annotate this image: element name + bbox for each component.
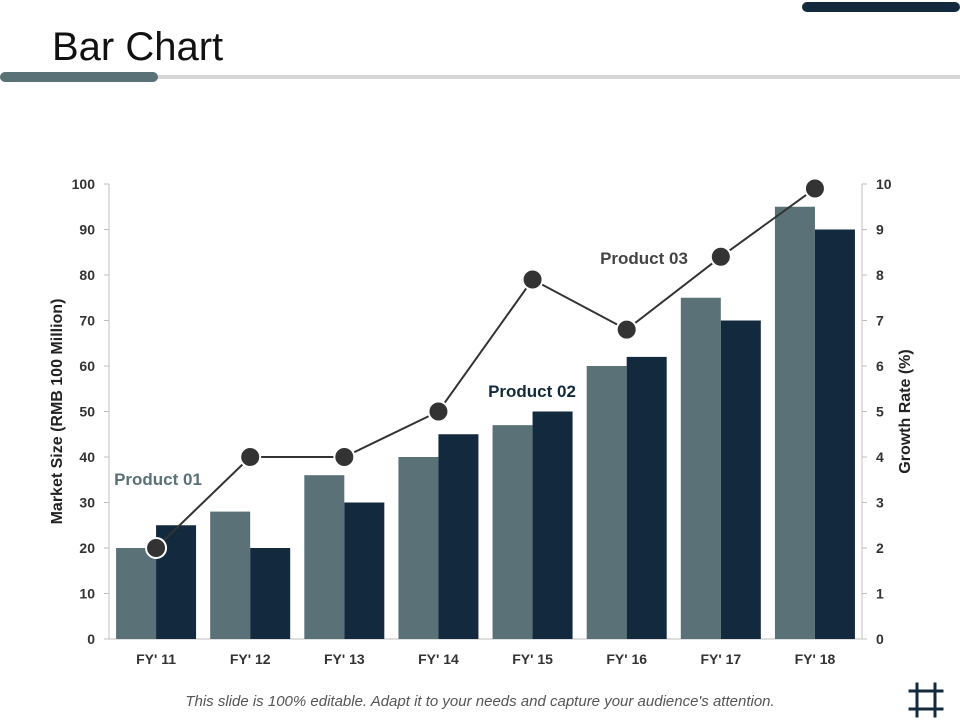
left-tick-label: 90 bbox=[79, 222, 95, 238]
top-accent-bar bbox=[802, 2, 960, 12]
x-tick-label: FY' 12 bbox=[230, 651, 271, 667]
x-tick-label: FY' 17 bbox=[700, 651, 741, 667]
bar-2-8 bbox=[814, 229, 855, 639]
bar-2-5 bbox=[532, 411, 573, 639]
left-tick-label: 70 bbox=[79, 313, 95, 329]
growth-rate-line bbox=[155, 187, 816, 549]
x-tick-label: FY' 11 bbox=[136, 651, 176, 667]
bar-2-2 bbox=[250, 548, 291, 639]
left-tick-label: 40 bbox=[79, 449, 95, 465]
title-divider bbox=[0, 75, 960, 79]
bar-1-4 bbox=[398, 457, 439, 639]
growth-point-6 bbox=[615, 318, 638, 341]
series-label-3: Product 03 bbox=[600, 249, 688, 268]
x-tick-label: FY' 16 bbox=[606, 651, 647, 667]
left-tick-label: 80 bbox=[79, 267, 95, 283]
right-tick-label: 0 bbox=[876, 631, 884, 647]
left-tick-label: 10 bbox=[79, 586, 95, 602]
title-accent-bar bbox=[0, 72, 158, 82]
y2-axis-title: Growth Rate (%) bbox=[897, 349, 914, 473]
right-tick-label: 10 bbox=[876, 176, 892, 192]
left-tick-label: 30 bbox=[79, 495, 95, 511]
crop-icon[interactable] bbox=[908, 682, 944, 718]
series-label-2: Product 02 bbox=[488, 382, 576, 401]
right-tick-label: 6 bbox=[876, 358, 884, 374]
x-tick-label: FY' 18 bbox=[795, 651, 836, 667]
left-tick-label: 20 bbox=[79, 540, 95, 556]
growth-point-1 bbox=[145, 537, 168, 559]
bar-2-7 bbox=[720, 320, 761, 639]
growth-point-5 bbox=[521, 268, 544, 291]
left-tick-label: 100 bbox=[72, 176, 96, 192]
right-tick-label: 3 bbox=[876, 495, 884, 511]
right-tick-label: 9 bbox=[876, 222, 884, 238]
right-tick-label: 4 bbox=[876, 449, 884, 465]
bar-1-2 bbox=[210, 511, 251, 639]
x-tick-label: FY' 14 bbox=[418, 651, 459, 667]
x-tick-label: FY' 15 bbox=[512, 651, 553, 667]
series-label-1: Product 01 bbox=[114, 470, 202, 489]
right-tick-label: 7 bbox=[876, 313, 884, 329]
bar-1-5 bbox=[492, 425, 533, 639]
bar-1-1 bbox=[116, 548, 157, 639]
bar-1-6 bbox=[586, 366, 627, 639]
right-tick-label: 2 bbox=[876, 540, 884, 556]
growth-point-4 bbox=[427, 400, 450, 423]
right-tick-label: 5 bbox=[876, 404, 884, 420]
bar-2-3 bbox=[344, 502, 385, 639]
left-tick-label: 0 bbox=[87, 631, 95, 647]
left-tick-label: 60 bbox=[79, 358, 95, 374]
right-tick-label: 8 bbox=[876, 267, 884, 283]
left-tick-label: 50 bbox=[79, 404, 95, 420]
y-axis-title: Market Size (RMB 100 Million) bbox=[49, 299, 66, 525]
page-title: Bar Chart bbox=[52, 25, 224, 69]
bar-2-6 bbox=[626, 356, 667, 639]
right-tick-label: 1 bbox=[876, 586, 884, 602]
growth-point-8 bbox=[803, 177, 826, 200]
bar-2-4 bbox=[438, 434, 479, 639]
bar-1-8 bbox=[774, 206, 815, 639]
growth-point-7 bbox=[709, 245, 732, 268]
bar-1-3 bbox=[304, 475, 345, 639]
footer-note: This slide is 100% editable. Adapt it to… bbox=[185, 693, 775, 710]
growth-point-2 bbox=[239, 446, 262, 468]
x-tick-label: FY' 13 bbox=[324, 651, 365, 667]
bar-1-7 bbox=[680, 297, 721, 639]
growth-point-3 bbox=[333, 446, 356, 468]
